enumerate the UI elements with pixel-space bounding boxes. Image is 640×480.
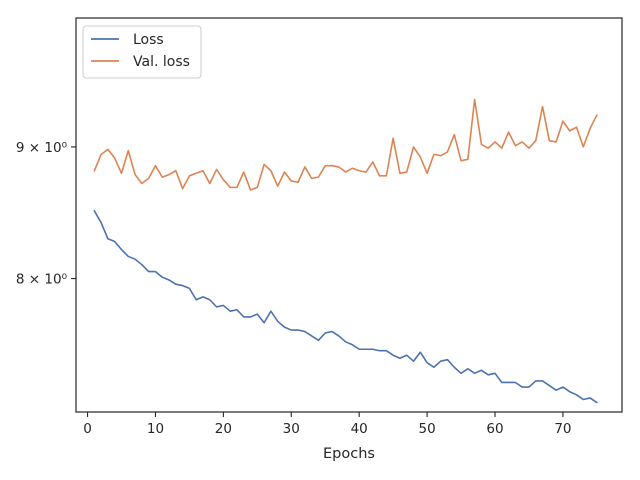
y-axis-ticks: 8 × 10⁰ 9 × 10⁰ <box>16 140 76 288</box>
x-tick-label: 0 <box>83 421 92 437</box>
axes-frame <box>75 17 623 413</box>
legend: Loss Val. loss <box>82 25 202 79</box>
series-line-0 <box>93 210 598 404</box>
y-tick-label: 9 × 10⁰ <box>16 140 67 156</box>
x-tick-label: 30 <box>283 421 300 437</box>
x-axis-title: Epochs <box>323 446 375 462</box>
x-tick-label: 70 <box>554 421 571 437</box>
x-tick-label: 20 <box>215 421 232 437</box>
series-layer <box>93 98 598 404</box>
y-tick-label: 8 × 10⁰ <box>16 272 67 288</box>
legend-label-1: Val. loss <box>133 54 190 70</box>
x-axis-ticks: 0 10 20 30 40 50 60 70 <box>83 412 572 437</box>
x-tick-label: 40 <box>351 421 368 437</box>
x-tick-label: 60 <box>486 421 503 437</box>
legend-label-0: Loss <box>133 32 164 48</box>
series-line-1 <box>93 98 598 191</box>
x-tick-label: 50 <box>419 421 436 437</box>
x-tick-label: 10 <box>147 421 164 437</box>
